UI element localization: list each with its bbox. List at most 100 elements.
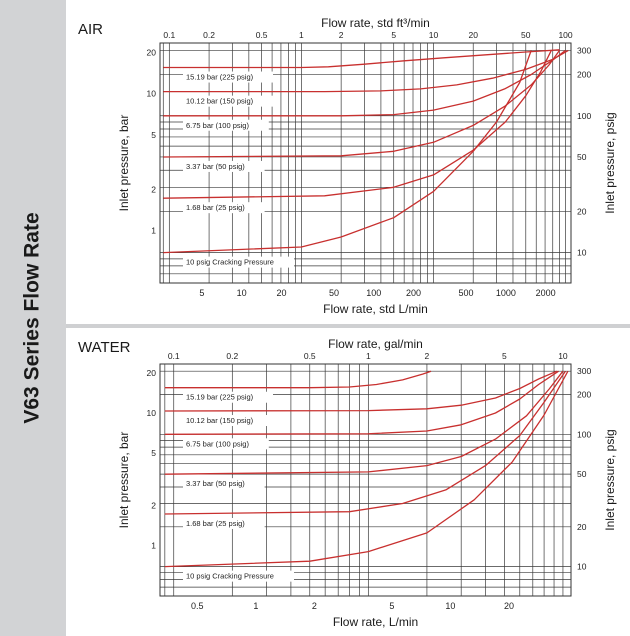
bottom-tick-label: 1	[253, 601, 258, 611]
right-tick-label: 200	[577, 70, 591, 80]
bottom-axis-label: Flow rate, L/min	[333, 615, 418, 629]
top-tick-label: 0.5	[304, 351, 316, 361]
series-label-bg	[183, 570, 294, 582]
bottom-tick-label: 1000	[496, 288, 516, 298]
curve-line	[164, 370, 569, 568]
series-label-bg	[183, 119, 269, 131]
sidebar-title: V63 Series Flow Rate	[21, 212, 44, 423]
right-tick-label: 10	[577, 248, 587, 258]
bottom-tick-label: 500	[459, 288, 474, 298]
curve-line	[163, 50, 552, 199]
chart-title: AIR	[78, 21, 103, 38]
left-tick-label: 5	[151, 130, 156, 140]
bottom-tick-label: 20	[276, 288, 286, 298]
series-label: 6.75 bar (100 psig)	[186, 121, 249, 130]
panel-divider	[66, 324, 630, 328]
curve-line	[163, 49, 560, 69]
curve-line	[164, 370, 559, 435]
curve-line	[163, 50, 561, 158]
right-tick-label: 20	[577, 522, 587, 532]
top-tick-label: 2	[339, 30, 344, 40]
series-label: 10 psig Cracking Pressure	[186, 258, 274, 267]
top-tick-label: 0.1	[168, 351, 180, 361]
right-tick-label: 50	[577, 152, 587, 162]
top-tick-label: 0.1	[163, 30, 175, 40]
series-label-bg	[183, 517, 265, 529]
bottom-tick-label: 10	[445, 601, 455, 611]
series-label: 10 psig Cracking Pressure	[186, 572, 274, 581]
top-tick-label: 100	[558, 30, 572, 40]
bottom-tick-label: 5	[199, 288, 204, 298]
top-axis-label: Flow rate, std ft³/min	[321, 16, 430, 30]
curve-line	[164, 370, 558, 412]
left-tick-label: 2	[151, 500, 156, 510]
curve-line	[163, 49, 566, 117]
bottom-tick-label: 2000	[536, 288, 556, 298]
series-label: 3.37 bar (50 psig)	[186, 162, 245, 171]
right-tick-label: 100	[577, 111, 591, 121]
left-tick-label: 5	[151, 448, 156, 458]
top-tick-label: 5	[502, 351, 507, 361]
series-label-bg	[183, 71, 273, 83]
bottom-tick-label: 5	[389, 601, 394, 611]
left-tick-label: 20	[147, 47, 157, 57]
bottom-tick-label: 200	[406, 288, 421, 298]
right-axis-label: Inlet pressure, psig	[603, 429, 617, 530]
right-tick-label: 200	[577, 389, 591, 399]
curve-line	[164, 370, 564, 475]
vertical-gridlines	[162, 43, 566, 283]
top-tick-label: 5	[391, 30, 396, 40]
series-label: 1.68 bar (25 psig)	[186, 203, 245, 212]
bottom-tick-label: 2	[312, 601, 317, 611]
left-tick-label: 20	[147, 368, 157, 378]
series-label-bg	[183, 391, 273, 403]
curve-line	[164, 370, 566, 515]
bottom-axis-label: Flow rate, std L/min	[323, 302, 428, 316]
right-tick-label: 10	[577, 562, 587, 572]
top-tick-label: 1	[299, 30, 304, 40]
left-tick-label: 10	[147, 408, 157, 418]
bottom-tick-label: 20	[504, 601, 514, 611]
top-axis-label: Flow rate, gal/min	[328, 337, 423, 351]
right-tick-label: 50	[577, 469, 587, 479]
right-axis-label: Inlet pressure, psig	[603, 112, 617, 213]
left-tick-label: 2	[151, 184, 156, 194]
left-tick-label: 1	[151, 540, 156, 550]
series-label-bg	[183, 438, 269, 450]
chart-title: WATER	[78, 339, 131, 356]
series-label: 6.75 bar (100 psig)	[186, 439, 249, 448]
series-label-bg	[183, 415, 273, 427]
right-tick-label: 300	[577, 366, 591, 376]
sidebar: V63 Series Flow Rate	[0, 0, 66, 636]
top-tick-label: 50	[521, 30, 531, 40]
left-tick-label: 10	[147, 89, 157, 99]
bottom-tick-label: 50	[329, 288, 339, 298]
series-label: 15.19 bar (225 psig)	[186, 393, 254, 402]
series-label: 10.12 bar (150 psig)	[186, 97, 254, 106]
series-label: 1.68 bar (25 psig)	[186, 519, 245, 528]
top-tick-label: 20	[468, 30, 478, 40]
series-label: 10.12 bar (150 psig)	[186, 416, 254, 425]
left-axis-label: Inlet pressure, bar	[117, 115, 131, 212]
sidebar-title-graphic: V63 Series Flow Rate	[21, 212, 44, 423]
left-axis-label: Inlet pressure, bar	[117, 432, 131, 529]
air-chart: AIR 0.1 0.2 0.5 1 2 5 10 20 50 100 5 10 20 50 100 200 500…	[78, 16, 617, 316]
series-label-bg	[183, 478, 265, 490]
right-tick-label: 20	[577, 206, 587, 216]
top-tick-label: 0.5	[256, 30, 268, 40]
water-chart: WATER 0.1 0.2 0.5 1 2 5 10 0.5 1 2 5 10 20 1 2 5 10 20 10 20…	[78, 337, 617, 629]
top-tick-label: 0.2	[226, 351, 238, 361]
right-tick-label: 300	[577, 45, 591, 55]
bottom-tick-label: 0.5	[191, 601, 204, 611]
series-label-bg	[183, 160, 265, 172]
curve-line	[163, 49, 569, 93]
series-label: 3.37 bar (50 psig)	[186, 479, 245, 488]
right-tick-label: 100	[577, 429, 591, 439]
top-tick-label: 10	[558, 351, 568, 361]
top-tick-label: 10	[429, 30, 439, 40]
curve-line	[164, 370, 432, 389]
left-tick-label: 1	[151, 226, 156, 236]
curve-line	[163, 50, 532, 254]
series-label: 15.19 bar (225 psig)	[186, 73, 254, 82]
